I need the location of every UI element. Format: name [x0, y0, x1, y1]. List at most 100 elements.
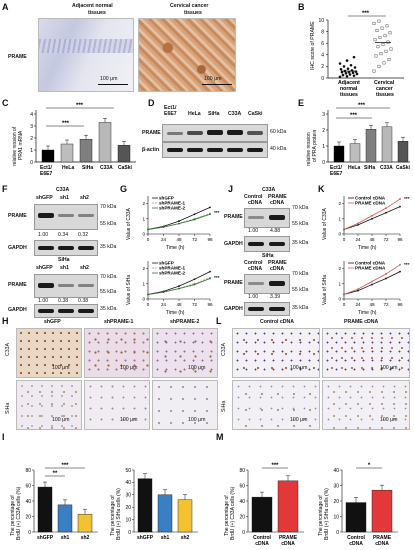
k-c33a-point — [399, 198, 401, 200]
b-point-cancer — [385, 24, 389, 28]
g-siha-xtick-label: 0 — [147, 302, 150, 307]
i-c33a-tick-label: 80 — [25, 468, 31, 474]
f-blot-gapdh-siha — [34, 304, 98, 318]
i-c33a-sig: ** — [53, 471, 58, 477]
m-c33a-bar — [277, 480, 299, 533]
k-siha-point — [399, 263, 401, 266]
d-col1b: E6E7 — [164, 111, 177, 117]
g-sig1: *** — [214, 210, 220, 215]
b-point-normal — [352, 55, 356, 59]
b-cat2c: tissues — [376, 92, 394, 98]
m-siha-bar — [371, 489, 393, 533]
c-cat1: Ect1/ — [40, 165, 53, 171]
g-siha-xtick-label: 72 — [192, 302, 198, 307]
j-row1-2: PRAME — [224, 280, 243, 286]
k-c33a-legend-label: PRAME cDNA — [355, 201, 386, 206]
j-lane1b: cDNA — [248, 200, 263, 206]
b-cat1c: tissues — [340, 92, 358, 98]
j-lane2b: cDNA — [270, 200, 285, 206]
j-cell1: C33A — [262, 187, 276, 193]
d-row2: β-actin — [142, 147, 160, 153]
j-kd1: 70 kDa — [292, 205, 309, 211]
b-tick-label: 6 — [321, 41, 324, 47]
b-point-normal — [351, 71, 355, 75]
d-row1: PRAME — [142, 130, 161, 136]
f-kd2-2: 35 kDa — [100, 306, 117, 312]
b-point-cancer — [379, 52, 383, 56]
i-siha-tick-label: 30 — [125, 493, 131, 499]
j-blot-prame-siha — [244, 274, 290, 294]
g-c33a-point — [178, 220, 180, 222]
l-scale2: 100 μm — [380, 365, 398, 371]
g-c33a-point — [209, 206, 211, 209]
i-ylabel1a: The percentage of — [10, 495, 16, 536]
d-col1: Ect1/ — [164, 105, 177, 111]
a-col1-title: Adjacent normal — [72, 3, 113, 9]
e-bars — [333, 122, 409, 163]
k-c33a-xtick-label: 72 — [383, 237, 389, 242]
k-xlabel2: Time (h) — [358, 310, 377, 316]
m-siha-bar — [345, 502, 367, 533]
b-point-normal — [341, 73, 345, 77]
f-lane3: sh2 — [80, 195, 89, 201]
m-siha-tick-label: 30 — [333, 483, 339, 489]
l-col1: Control cDNA — [260, 319, 295, 325]
a-col1-title-2: tissues — [88, 10, 106, 16]
m-siha-sig: * — [368, 463, 371, 469]
i-ylabel2a: The percentage of — [110, 495, 116, 536]
e-bar — [349, 143, 361, 163]
b-point-cancer — [388, 31, 392, 35]
c-cat2: HeLa — [62, 165, 74, 171]
g-c33a-xtick-label: 0 — [147, 237, 150, 242]
f-row1: PRAME — [8, 213, 27, 219]
j-lane1-2: Control — [244, 260, 263, 266]
m-siha-tick-label: 40 — [333, 468, 339, 474]
h-row1: C33A — [5, 343, 11, 356]
j-kd1-2: 70 kDa — [292, 271, 309, 277]
m-ylabel1b: BrdU (+) C33A cells (%) — [230, 486, 236, 540]
panel-label-c: C — [2, 98, 9, 108]
c-bar — [79, 139, 93, 163]
i-siha-tick-label: 10 — [125, 517, 131, 523]
a-scale-bar-1 — [98, 84, 128, 85]
k-siha-point — [371, 280, 373, 283]
a-row-label: PRAME — [8, 54, 27, 60]
f-lane3b: sh2 — [80, 265, 89, 271]
g-c33a-xtick-label: 96 — [207, 237, 213, 242]
k-xlabel1: Time (h) — [358, 245, 377, 251]
k-c33a-point — [371, 217, 373, 220]
b-point-cancer — [375, 28, 379, 32]
h-col2: shPRAME-1 — [104, 319, 134, 325]
h-c33a-sh2 — [152, 328, 218, 378]
g-c33a-ytick-label: 0 — [142, 232, 145, 237]
d-col2: HeLa — [188, 111, 201, 117]
m-siha-category: Control — [347, 535, 365, 541]
g-c33a-point — [193, 213, 196, 216]
j-blot-gapdh-siha — [244, 302, 290, 316]
j-blot-gapdh-c33a — [244, 236, 290, 252]
panel-label-l: L — [216, 316, 222, 326]
g-c33a-series-line — [147, 207, 211, 230]
g-c33a-xtick-label: 24 — [161, 237, 167, 242]
h-scale4: 100 μm — [52, 417, 70, 423]
g-xlabel1: Time (h) — [166, 245, 185, 251]
g-siha-point — [193, 278, 196, 281]
f-lane2b: sh1 — [60, 265, 69, 271]
b-point-cancer — [381, 42, 385, 46]
b-sig: *** — [362, 11, 370, 17]
k-sig1: *** — [404, 196, 410, 201]
b-point-cancer — [387, 57, 391, 61]
f-kd1a: 70 kDa — [100, 204, 117, 210]
h-row2: SiHa — [5, 402, 11, 414]
panel-label-k: K — [318, 184, 325, 194]
g-c33a-point — [147, 228, 149, 231]
g-c33a-ytick-label: 1 — [142, 216, 145, 221]
g-siha-xtick-label: 24 — [161, 302, 167, 307]
panel-label-a: A — [2, 2, 9, 12]
i-siha-bars: 0 10 20 30 40 50 shGFP sh1 sh2 — [125, 468, 198, 541]
k-c33a-point — [371, 214, 373, 217]
k-c33a-xtick-label: 48 — [369, 237, 375, 242]
